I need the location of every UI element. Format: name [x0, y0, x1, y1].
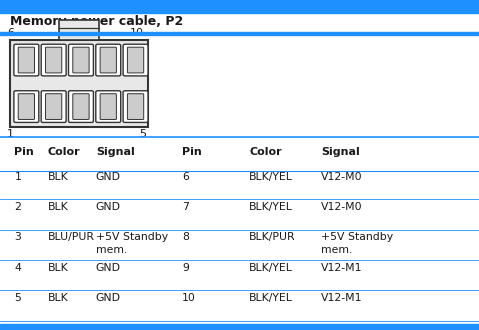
- FancyBboxPatch shape: [123, 44, 148, 76]
- Text: Color: Color: [48, 147, 80, 157]
- Bar: [59, 20, 99, 40]
- Text: +5V Standby
mem.: +5V Standby mem.: [96, 232, 168, 255]
- Text: 1: 1: [14, 172, 21, 182]
- Text: BLK/YEL: BLK/YEL: [249, 293, 293, 303]
- FancyBboxPatch shape: [96, 44, 121, 76]
- Text: Pin: Pin: [182, 147, 202, 157]
- FancyBboxPatch shape: [96, 91, 121, 122]
- Text: Pin: Pin: [14, 147, 34, 157]
- Text: 1: 1: [7, 129, 14, 139]
- Text: Signal: Signal: [321, 147, 360, 157]
- Text: V12-M1: V12-M1: [321, 263, 363, 273]
- Text: BLK: BLK: [48, 172, 68, 182]
- Text: 6: 6: [182, 172, 189, 182]
- Bar: [0, 32, 479, 35]
- Text: V12-M0: V12-M0: [321, 202, 363, 212]
- FancyBboxPatch shape: [100, 47, 116, 73]
- FancyBboxPatch shape: [14, 91, 39, 122]
- Text: Signal: Signal: [96, 147, 135, 157]
- Text: 7: 7: [182, 202, 189, 212]
- Text: BLK/YEL: BLK/YEL: [249, 263, 293, 273]
- Text: BLK: BLK: [48, 202, 68, 212]
- Text: V12-M0: V12-M0: [321, 172, 363, 182]
- Text: 6: 6: [7, 28, 14, 38]
- Text: GND: GND: [96, 172, 121, 182]
- FancyBboxPatch shape: [100, 94, 116, 119]
- FancyBboxPatch shape: [127, 94, 144, 119]
- FancyBboxPatch shape: [46, 47, 62, 73]
- Text: Color: Color: [249, 147, 282, 157]
- Text: BLK/PUR: BLK/PUR: [249, 232, 296, 242]
- Text: BLU/PUR: BLU/PUR: [48, 232, 95, 242]
- Text: 3: 3: [14, 232, 21, 242]
- FancyBboxPatch shape: [41, 44, 66, 76]
- FancyBboxPatch shape: [123, 91, 148, 122]
- Text: GND: GND: [96, 263, 121, 273]
- FancyBboxPatch shape: [73, 94, 89, 119]
- FancyBboxPatch shape: [68, 91, 93, 122]
- Text: +5V Standby
mem.: +5V Standby mem.: [321, 232, 393, 255]
- Text: 8: 8: [182, 232, 189, 242]
- Text: 5: 5: [14, 293, 21, 303]
- Text: 2: 2: [14, 202, 21, 212]
- FancyBboxPatch shape: [73, 47, 89, 73]
- FancyBboxPatch shape: [18, 94, 34, 119]
- Text: 10: 10: [182, 293, 196, 303]
- Text: Memory power cable, P2: Memory power cable, P2: [10, 15, 183, 28]
- Text: BLK: BLK: [48, 263, 68, 273]
- FancyBboxPatch shape: [127, 47, 144, 73]
- Bar: [10, 40, 148, 127]
- FancyBboxPatch shape: [14, 44, 39, 76]
- Bar: [0, 0, 479, 13]
- Text: BLK: BLK: [48, 293, 68, 303]
- FancyBboxPatch shape: [68, 44, 93, 76]
- Text: V12-M1: V12-M1: [321, 293, 363, 303]
- Text: 9: 9: [182, 263, 189, 273]
- FancyBboxPatch shape: [41, 91, 66, 122]
- Text: GND: GND: [96, 202, 121, 212]
- Text: BLK/YEL: BLK/YEL: [249, 202, 293, 212]
- FancyBboxPatch shape: [18, 47, 34, 73]
- FancyBboxPatch shape: [46, 94, 62, 119]
- Bar: [0, 324, 479, 330]
- Text: BLK/YEL: BLK/YEL: [249, 172, 293, 182]
- Text: GND: GND: [96, 293, 121, 303]
- Text: 5: 5: [139, 129, 146, 139]
- Text: 10: 10: [130, 28, 144, 38]
- Text: 4: 4: [14, 263, 21, 273]
